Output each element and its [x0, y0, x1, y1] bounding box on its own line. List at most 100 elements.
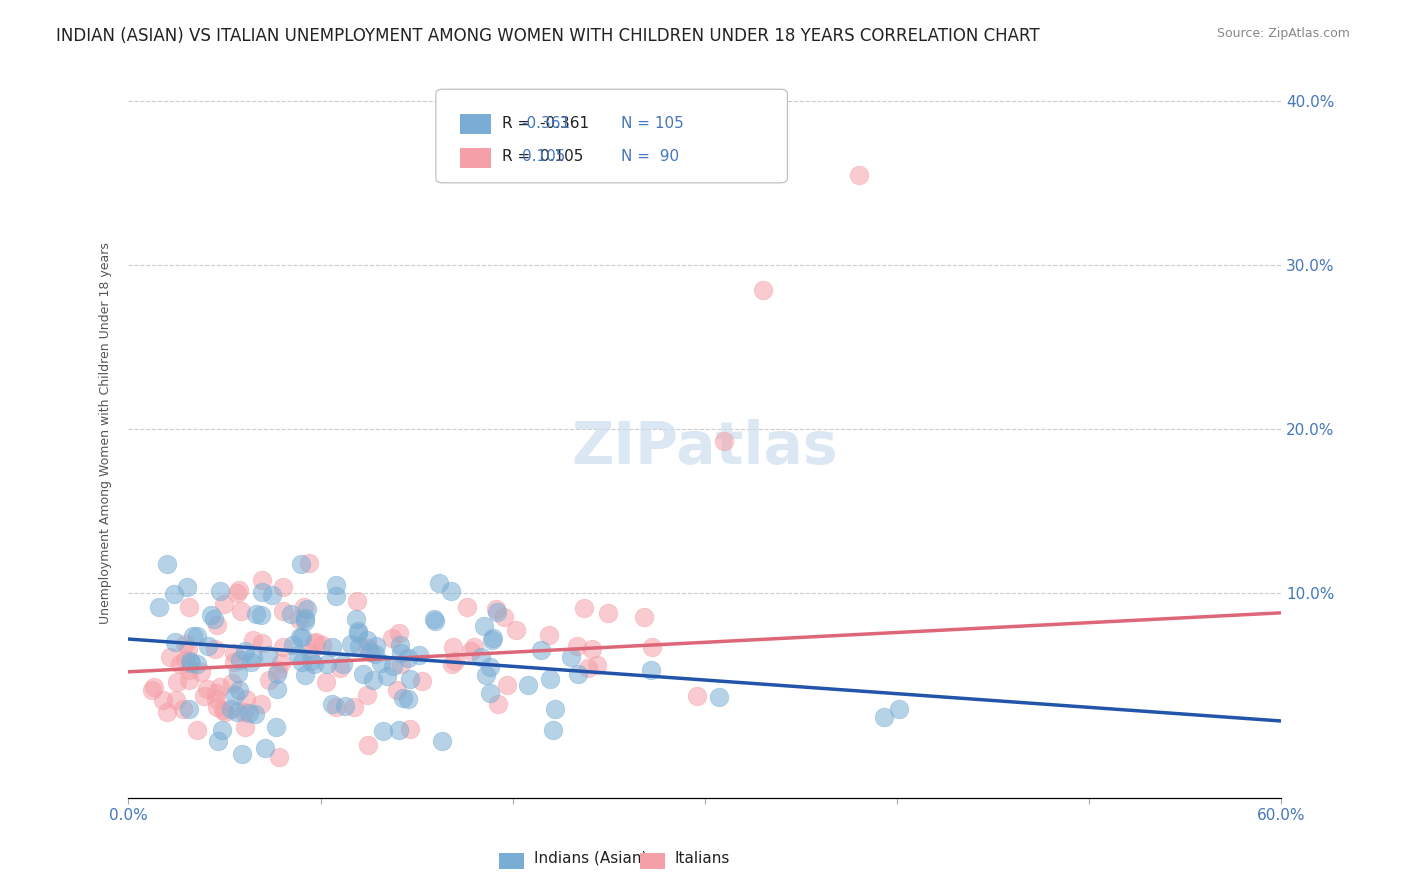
Point [165, 635, 187, 649]
Point [443, 654, 465, 668]
Point [316, 657, 339, 671]
Point [260, 588, 283, 602]
Point [180, 656, 202, 670]
Point [159, 649, 181, 664]
Point [186, 629, 208, 643]
Point [226, 586, 249, 600]
Point [242, 633, 264, 648]
Point [169, 657, 191, 672]
Point [222, 646, 245, 660]
Point [252, 574, 274, 588]
Point [392, 691, 415, 706]
Point [166, 674, 188, 689]
Point [257, 673, 280, 687]
Point [707, 690, 730, 705]
Point [640, 663, 662, 677]
Point [441, 640, 464, 654]
Text: ZIPatlas: ZIPatlas [572, 419, 838, 476]
Text: Indians (Asian): Indians (Asian) [534, 851, 648, 865]
Point [294, 610, 316, 624]
Point [370, 657, 392, 671]
Point [264, 720, 287, 734]
Point [270, 657, 292, 671]
Point [208, 680, 231, 694]
Point [388, 723, 411, 737]
Point [485, 602, 508, 616]
Point [325, 700, 347, 714]
Point [148, 600, 170, 615]
Point [231, 747, 253, 761]
Point [396, 691, 419, 706]
Point [233, 720, 256, 734]
Point [195, 682, 218, 697]
Point [342, 699, 364, 714]
Point [475, 668, 498, 682]
Point [229, 653, 252, 667]
Point [156, 558, 179, 572]
Point [585, 658, 607, 673]
Point [482, 632, 505, 646]
Point [290, 630, 312, 644]
Point [411, 673, 433, 688]
Point [567, 639, 589, 653]
Point [572, 600, 595, 615]
Point [253, 741, 276, 756]
Point [423, 612, 446, 626]
Point [228, 582, 250, 597]
Point [537, 628, 560, 642]
Point [486, 697, 509, 711]
Point [179, 701, 201, 715]
Point [235, 644, 257, 658]
Point [186, 657, 208, 672]
Point [560, 650, 582, 665]
Point [389, 657, 412, 672]
Point [193, 689, 215, 703]
Point [396, 651, 419, 665]
Point [204, 686, 226, 700]
Point [299, 654, 322, 668]
Point [214, 705, 236, 719]
Point [207, 733, 229, 747]
Point [340, 637, 363, 651]
Point [430, 734, 453, 748]
Point [389, 646, 412, 660]
Point [478, 659, 501, 673]
Point [245, 607, 267, 621]
Text: R =  -0.361: R = -0.361 [502, 116, 589, 130]
Point [200, 608, 222, 623]
Point [385, 683, 408, 698]
Point [302, 636, 325, 650]
Point [321, 698, 343, 712]
Point [190, 665, 212, 679]
Point [205, 618, 228, 632]
Point [356, 688, 378, 702]
Point [357, 640, 380, 655]
Text: N = 105: N = 105 [621, 116, 685, 130]
Point [302, 657, 325, 671]
Point [294, 600, 316, 615]
Point [257, 648, 280, 663]
Point [271, 604, 294, 618]
Point [212, 597, 235, 611]
Point [294, 668, 316, 682]
Point [544, 702, 567, 716]
Point [530, 643, 553, 657]
Point [233, 705, 256, 719]
Point [271, 580, 294, 594]
Point [321, 640, 343, 654]
Point [291, 631, 314, 645]
Point [686, 690, 709, 704]
Point [408, 648, 430, 662]
Point [352, 667, 374, 681]
Point [252, 584, 274, 599]
Point [290, 557, 312, 571]
Point [398, 723, 420, 737]
Point [245, 706, 267, 721]
Text: Italians: Italians [675, 851, 730, 865]
Point [183, 630, 205, 644]
Point [311, 638, 333, 652]
Point [463, 640, 485, 654]
Point [212, 703, 235, 717]
Point [751, 283, 773, 297]
Point [375, 669, 398, 683]
